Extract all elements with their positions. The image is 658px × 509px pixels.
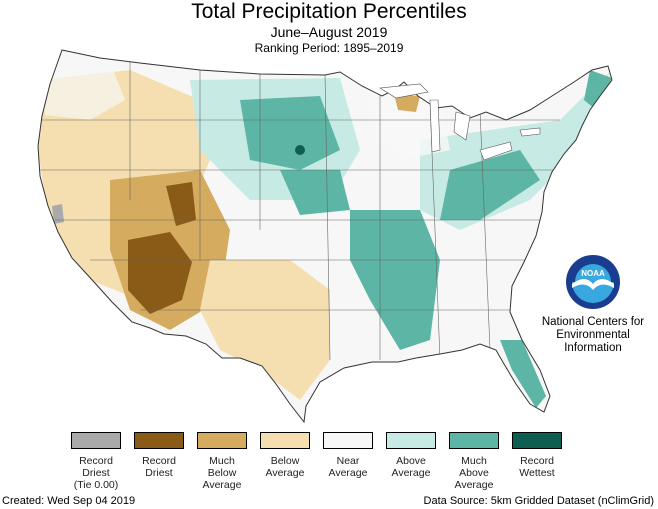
- noaa-logo: NOAA: [566, 255, 620, 309]
- legend-swatch: [197, 432, 247, 449]
- legend-item: Much Above Average: [442, 432, 506, 491]
- legend-item: Record Driest: [127, 432, 191, 479]
- legend-swatch: [134, 432, 184, 449]
- region-tx-below: [200, 260, 330, 400]
- legend-label: Much Below Average: [190, 455, 254, 491]
- legend-label-line3: (Tie 0.00): [73, 479, 119, 491]
- region-nw-near: [40, 60, 125, 120]
- map-subtitle: June–August 2019: [270, 24, 388, 40]
- legend-swatch: [71, 432, 121, 449]
- legend-swatch: [512, 432, 562, 449]
- legend-label-line2: Above: [459, 467, 489, 479]
- created-date: Created: Wed Sep 04 2019: [2, 495, 136, 507]
- legend-label-line2: Driest: [82, 467, 110, 479]
- legend-label-line3: Average: [454, 479, 494, 491]
- legend-item: Record Wettest: [505, 432, 569, 479]
- region-az-record-dry: [128, 232, 192, 314]
- region-wi-below: [394, 94, 420, 112]
- map-title: Total Precipitation Percentiles: [191, 0, 467, 23]
- legend-label-line2: Average: [391, 467, 431, 479]
- legend-label-line2: Wettest: [519, 467, 555, 479]
- state-borders: [38, 60, 560, 361]
- legend-label-line2: Below: [207, 467, 237, 479]
- region-ne-much-above: [280, 170, 350, 215]
- region-dakotas-much-above: [240, 96, 340, 170]
- noaa-logo-block: NOAA National Centers for Environmental …: [538, 254, 648, 355]
- legend-label-line1: Much: [209, 455, 235, 467]
- legend-label: Near Average: [316, 455, 380, 479]
- svg-text:NOAA: NOAA: [581, 269, 605, 278]
- region-record-wet-sd: [295, 145, 305, 155]
- legend-label: Record Driest (Tie 0.00): [64, 455, 128, 491]
- legend-item: Near Average: [316, 432, 380, 479]
- legend-label-line1: Record: [142, 455, 176, 467]
- data-source: Data Source: 5km Gridded Dataset (nClimG…: [423, 495, 654, 507]
- legend-label-line1: Record: [79, 455, 113, 467]
- legend-item: Much Below Average: [190, 432, 254, 491]
- legend-item: Below Average: [253, 432, 317, 479]
- region-fl-much-above: [500, 340, 546, 408]
- legend-label: Below Average: [253, 455, 317, 479]
- legend: Record Driest (Tie 0.00) Record Driest Much Be…: [0, 432, 658, 492]
- legend-label-line2: Driest: [145, 467, 173, 479]
- region-oh-much-above: [440, 150, 540, 220]
- legend-label-line1: Above: [396, 455, 426, 467]
- legend-label-line1: Much: [461, 455, 487, 467]
- precipitation-map: [37, 49, 613, 423]
- legend-swatch: [260, 432, 310, 449]
- great-lakes: [379, 83, 541, 161]
- legend-swatch: [449, 432, 499, 449]
- region-se-near: [440, 250, 530, 340]
- region-me-much-above: [584, 70, 612, 110]
- legend-label-line1: Record: [520, 455, 554, 467]
- noaa-org-name: National Centers for Environmental Infor…: [538, 316, 648, 355]
- legend-label-line2: Average: [328, 467, 368, 479]
- org-line-1: National Centers for: [541, 316, 645, 328]
- region-msv-much-above: [350, 210, 440, 350]
- legend-item: Record Driest (Tie 0.00): [64, 432, 128, 491]
- org-line-3: Information: [564, 342, 622, 354]
- legend-label-line1: Near: [336, 455, 360, 467]
- legend-swatch: [386, 432, 436, 449]
- org-line-2: Environmental: [556, 329, 630, 341]
- legend-label-line1: Below: [270, 455, 300, 467]
- legend-label-line2: Average: [265, 467, 305, 479]
- region-ca-tie: [52, 204, 64, 224]
- region-ut-record-dry: [166, 182, 196, 226]
- title-block: Total Precipitation Percentiles June–Aug…: [0, 0, 658, 56]
- legend-label: Record Driest: [127, 455, 191, 479]
- legend-item: Above Average: [379, 432, 443, 479]
- legend-label: Record Wettest: [505, 455, 569, 479]
- ranking-period: Ranking Period: 1895–2019: [254, 41, 404, 55]
- legend-label-line3: Average: [202, 479, 242, 491]
- legend-label: Much Above Average: [442, 455, 506, 491]
- legend-label: Above Average: [379, 455, 443, 479]
- legend-swatch: [323, 432, 373, 449]
